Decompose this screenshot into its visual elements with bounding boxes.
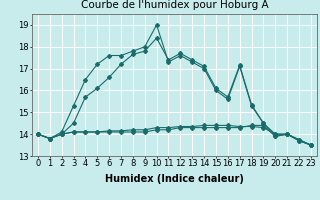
Title: Courbe de l'humidex pour Hoburg A: Courbe de l'humidex pour Hoburg A (81, 0, 268, 10)
X-axis label: Humidex (Indice chaleur): Humidex (Indice chaleur) (105, 174, 244, 184)
